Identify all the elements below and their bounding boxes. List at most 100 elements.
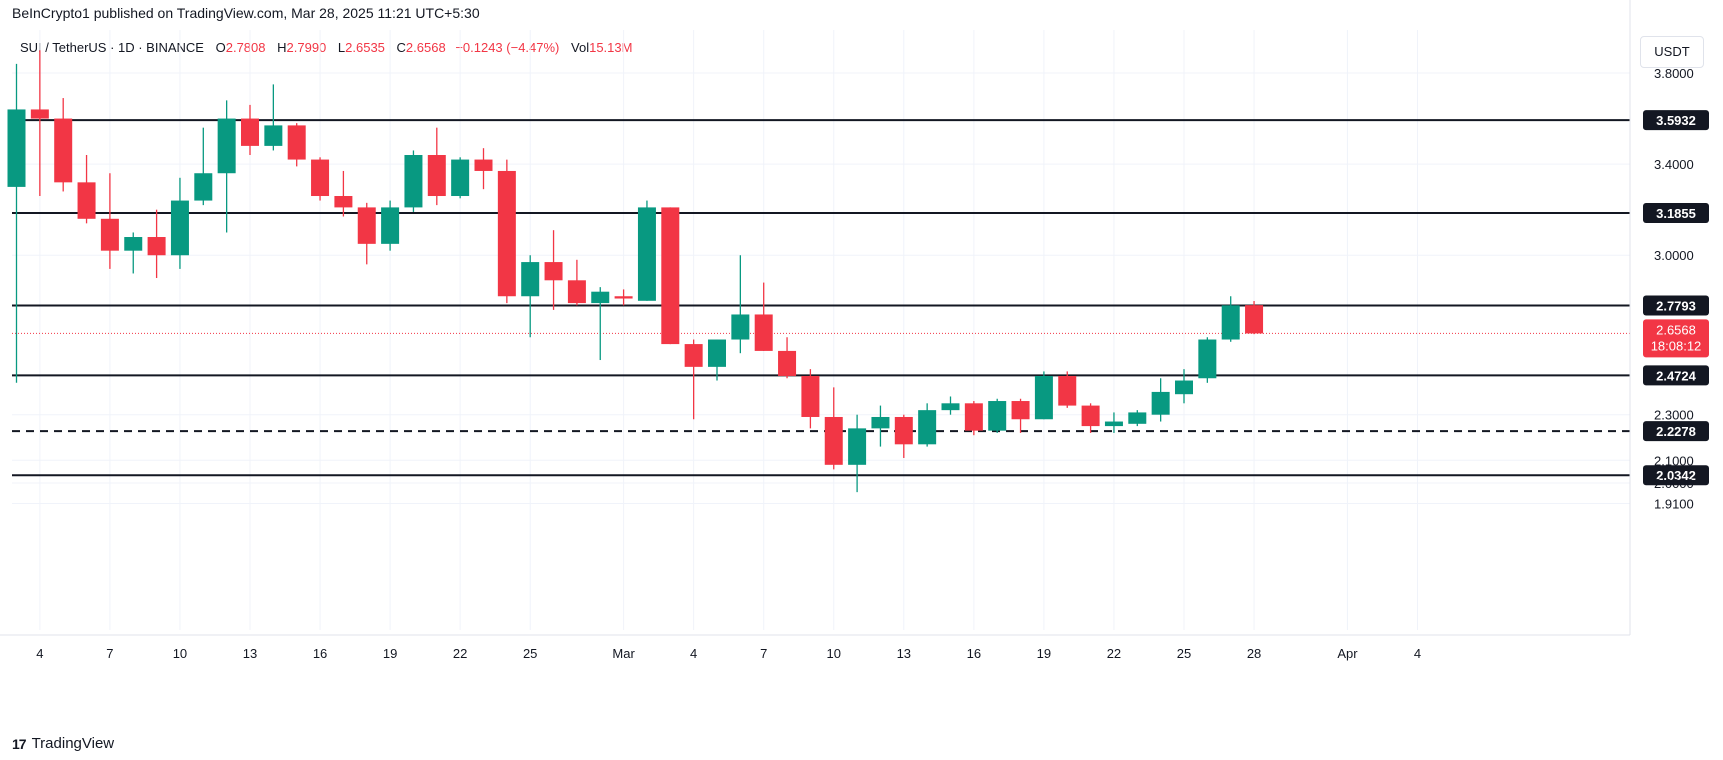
candle-body: [381, 207, 400, 244]
candle-body: [497, 170, 516, 297]
candle-body: [988, 401, 1007, 431]
candle-body: [848, 428, 867, 465]
symbol-name[interactable]: SUI / TetherUS · 1D · BINANCE: [20, 40, 204, 55]
price-tick-label: 2.0000: [1654, 476, 1694, 491]
time-tick-label: 22: [453, 646, 467, 661]
candle-body: [778, 350, 797, 376]
bar-countdown-label: 18:08:12: [1651, 338, 1702, 353]
time-tick-label: 13: [897, 646, 911, 661]
symbol-legend: SUI / TetherUS · 1D · BINANCE O2.7808 H2…: [20, 40, 632, 55]
candle-body: [124, 237, 143, 251]
candle-body: [661, 207, 680, 345]
time-tick-label: 10: [173, 646, 187, 661]
time-tick-label: 22: [1107, 646, 1121, 661]
candle-body: [427, 155, 446, 197]
candle-body: [1104, 421, 1123, 427]
time-tick-label: 7: [760, 646, 767, 661]
candle-body: [451, 159, 470, 197]
candle-body: [708, 339, 726, 367]
candle-body: [1198, 339, 1217, 379]
candle-body: [1151, 391, 1170, 415]
tradingview-logo-icon: 17: [12, 735, 27, 752]
level-price-label: 3.1855: [1656, 206, 1696, 221]
level-price-label-bg: [1643, 465, 1709, 486]
low-label: L: [337, 40, 346, 55]
candle-body: [264, 125, 283, 146]
candle-body: [544, 262, 563, 281]
time-tick-label: 16: [313, 646, 327, 661]
candle-body: [964, 403, 983, 431]
time-tick-label: 25: [523, 646, 537, 661]
candle-body: [567, 280, 586, 304]
level-price-label-bg: [1643, 365, 1709, 386]
candle-body: [684, 344, 703, 367]
candle-body: [637, 207, 656, 301]
time-tick-label: 28: [1247, 646, 1261, 661]
candle-body: [170, 200, 189, 256]
price-tick-label: 3.4000: [1654, 157, 1694, 172]
candle-body: [404, 155, 423, 208]
time-tick-label: 19: [1037, 646, 1051, 661]
close-value: 2.6568: [405, 40, 446, 55]
close-label: C: [396, 40, 406, 55]
candle-body: [54, 118, 73, 183]
tradingview-logo[interactable]: 17 TradingView: [12, 735, 114, 752]
horizontal-levels: 3.5932 3.1855 2.7793 2.4724 2.2278 2.0342 2.65…: [12, 110, 1709, 486]
time-tick-label: 19: [383, 646, 397, 661]
published-by-text: BeInCrypto1 published on TradingView.com…: [12, 5, 480, 21]
candle-body: [30, 109, 49, 119]
level-price-label: 3.5932: [1656, 113, 1696, 128]
candle-body: [311, 159, 330, 197]
price-change: −0.1243 (−4.47%): [455, 40, 560, 55]
time-tick-label: Mar: [612, 646, 635, 661]
candle-body: [521, 262, 540, 297]
time-tick-label: 4: [690, 646, 697, 661]
candle-body: [1011, 401, 1030, 420]
candle-body: [871, 416, 890, 429]
candle-body: [474, 159, 493, 171]
candle-body: [334, 196, 353, 208]
price-unit-selector[interactable]: USDT: [1640, 36, 1704, 68]
axes: 3.8000 3.4000 3.0000 2.3000 2.1000 2.0000 1.91…: [0, 0, 1694, 661]
candle-body: [194, 173, 213, 201]
price-tick-label: 1.9100: [1654, 497, 1694, 512]
candle-body: [7, 109, 26, 187]
open-label: O: [215, 40, 226, 55]
high-label: H: [277, 40, 287, 55]
low-value: 2.6535: [345, 40, 385, 55]
candle-body: [1034, 375, 1053, 420]
price-tick-label: 2.1000: [1654, 453, 1694, 468]
time-tick-label: 25: [1177, 646, 1191, 661]
level-price-label-bg: [1643, 202, 1709, 223]
candle-body: [147, 237, 166, 256]
candle-body: [241, 118, 259, 146]
level-price-label: 2.7793: [1656, 299, 1696, 314]
time-tick-label: 7: [106, 646, 113, 661]
level-price-label: 2.2278: [1656, 424, 1696, 439]
candle-body: [731, 314, 750, 340]
time-tick-label: 4: [1414, 646, 1421, 661]
candle-body: [801, 375, 820, 417]
candlestick-chart[interactable]: 3.5932 3.1855 2.7793 2.4724 2.2278 2.0342 2.65…: [0, 0, 1723, 735]
candle-body: [287, 125, 306, 160]
candle-body: [591, 291, 610, 304]
candle-body: [217, 118, 236, 174]
time-tick-label: 10: [827, 646, 841, 661]
volume-label: Vol: [571, 40, 590, 55]
candle-body: [754, 314, 773, 351]
candle-body: [918, 410, 937, 445]
level-price-label: 2.4724: [1656, 368, 1697, 383]
candle-body: [357, 207, 376, 244]
candle-body: [1175, 380, 1193, 395]
level-price-label-bg: [1643, 295, 1709, 316]
price-tick-label: 3.0000: [1654, 248, 1694, 263]
time-tick-label: 4: [36, 646, 43, 661]
candle-body: [941, 403, 960, 411]
candle-body: [894, 416, 913, 445]
tradingview-logo-text: TradingView: [31, 735, 115, 752]
candle-body: [824, 416, 843, 465]
candles: [7, 50, 1264, 493]
level-price-label-bg: [1643, 110, 1709, 131]
candle-body: [1081, 405, 1100, 427]
candle-body: [77, 182, 96, 219]
